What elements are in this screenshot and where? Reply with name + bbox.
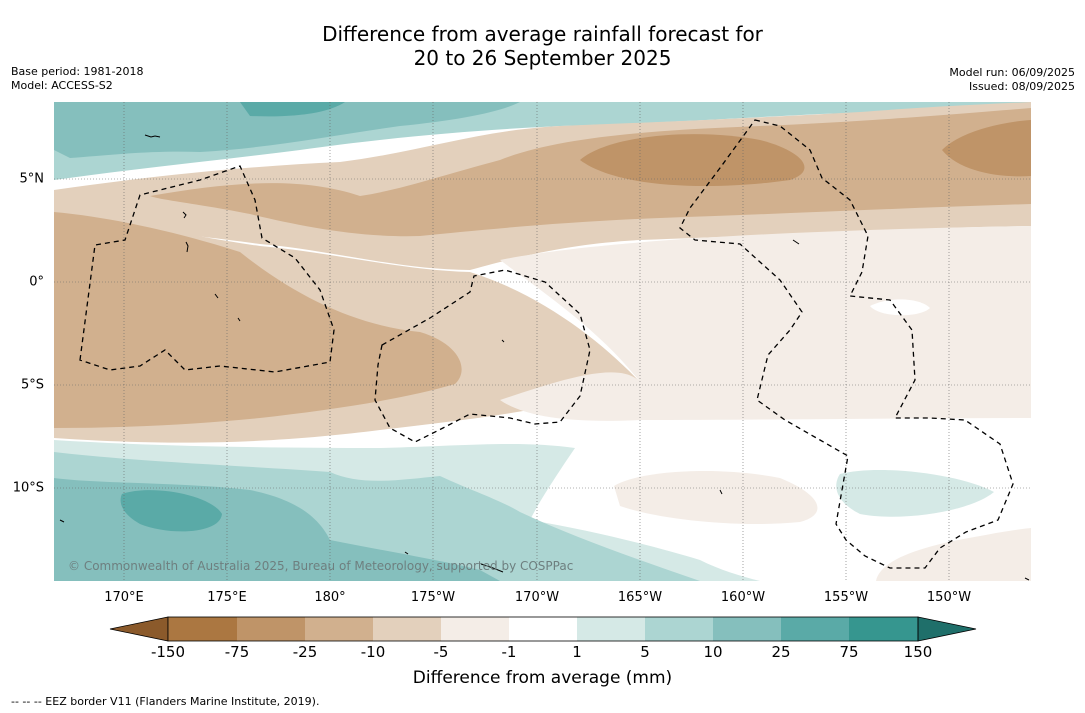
colorbar-tick: -75 bbox=[224, 643, 250, 661]
north-wet-max bbox=[240, 102, 345, 117]
colorbar-tick: -10 bbox=[360, 643, 386, 661]
lon-label-170e: 170°E bbox=[104, 590, 144, 605]
model-name: Model: ACCESS-S2 bbox=[11, 79, 113, 92]
title-line-2: 20 to 26 September 2025 bbox=[413, 46, 672, 70]
colorbar-tick: -1 bbox=[501, 643, 517, 661]
colorbar-low-extension bbox=[109, 616, 169, 642]
south-wet-max bbox=[120, 490, 222, 532]
lon-label-160w: 160°W bbox=[720, 590, 766, 605]
east-small-white bbox=[870, 299, 930, 316]
southeast-dry-patch bbox=[614, 471, 818, 525]
colorbar-bin-1 bbox=[168, 617, 237, 641]
colorbar-bin-7 bbox=[577, 617, 645, 641]
south-dry-strong bbox=[54, 212, 462, 428]
eez-kiribati-phoenix bbox=[374, 269, 591, 443]
eez-kiribati-gilbert bbox=[79, 165, 335, 373]
islands bbox=[59, 134, 1030, 581]
gridlines bbox=[54, 102, 1031, 581]
north-wet-core bbox=[54, 102, 520, 158]
colorbar-frame bbox=[167, 616, 919, 642]
lon-label-170w: 170°W bbox=[514, 590, 560, 605]
run-info: Model run: 06/09/2025 Issued: 08/09/2025 bbox=[949, 66, 1075, 94]
lon-label-180: 180° bbox=[314, 590, 346, 605]
colorbar-bin-5 bbox=[441, 617, 509, 641]
colorbar-tick: -150 bbox=[150, 643, 186, 661]
colorbar-bin-4 bbox=[373, 617, 441, 641]
lon-label-150w: 150°W bbox=[926, 590, 972, 605]
lat-label-5n: 5°N bbox=[19, 171, 45, 187]
eez-borders bbox=[79, 119, 1014, 569]
eez-note: -- -- -- EEZ border V11 (Flanders Marine… bbox=[11, 695, 320, 708]
base-period: Base period: 1981-2018 bbox=[11, 65, 144, 78]
copyright-notice: © Commonwealth of Australia 2025, Bureau… bbox=[68, 559, 574, 573]
colorbar-label: Difference from average (mm) bbox=[412, 668, 673, 688]
colorbar-tick: -25 bbox=[292, 643, 318, 661]
lon-label-165w: 165°W bbox=[617, 590, 663, 605]
north-dry-max-center bbox=[580, 134, 805, 186]
colorbar-bin-10 bbox=[781, 617, 849, 641]
colorbar-tick: 25 bbox=[771, 643, 791, 661]
colorbar-bin-9 bbox=[713, 617, 781, 641]
colorbar-high-extension bbox=[917, 616, 977, 642]
southeast-wet-blob bbox=[836, 470, 994, 517]
lat-label-10s: 10°S bbox=[12, 480, 44, 496]
colorbar-tick: -5 bbox=[433, 643, 449, 661]
colorbar-bin-2 bbox=[237, 617, 305, 641]
lon-label-175e: 175°E bbox=[207, 590, 247, 605]
model-run: Model run: 06/09/2025 bbox=[949, 66, 1075, 79]
map-title: Difference from average rainfall forecas… bbox=[0, 22, 1085, 70]
north-dry-max-east bbox=[942, 120, 1031, 177]
colorbar-tick: 1 bbox=[572, 643, 582, 661]
map-field bbox=[54, 102, 1031, 581]
colorbar-bin-3 bbox=[305, 617, 373, 641]
lon-label-155w: 155°W bbox=[823, 590, 869, 605]
lat-label-5s: 5°S bbox=[20, 377, 44, 393]
east-faint-dry bbox=[500, 226, 1031, 421]
north-dry-strong bbox=[150, 108, 1031, 237]
colorbar-bin-6 bbox=[509, 617, 577, 641]
title-line-1: Difference from average rainfall forecas… bbox=[322, 22, 763, 46]
colorbar-tick: 5 bbox=[640, 643, 650, 661]
eez-kiribati-line bbox=[679, 119, 1014, 569]
colorbar-bin-8 bbox=[645, 617, 713, 641]
colorbar bbox=[109, 616, 977, 642]
colorbar-tick: 150 bbox=[903, 643, 933, 661]
lat-label-0: 0° bbox=[29, 274, 44, 290]
colorbar-tick: 75 bbox=[839, 643, 859, 661]
lon-label-175w: 175°W bbox=[410, 590, 456, 605]
issued-date: Issued: 08/09/2025 bbox=[968, 80, 1075, 93]
colorbar-bin-11 bbox=[849, 617, 918, 641]
base-info: Base period: 1981-2018 Model: ACCESS-S2 bbox=[11, 65, 143, 93]
colorbar-tick: 10 bbox=[703, 643, 723, 661]
